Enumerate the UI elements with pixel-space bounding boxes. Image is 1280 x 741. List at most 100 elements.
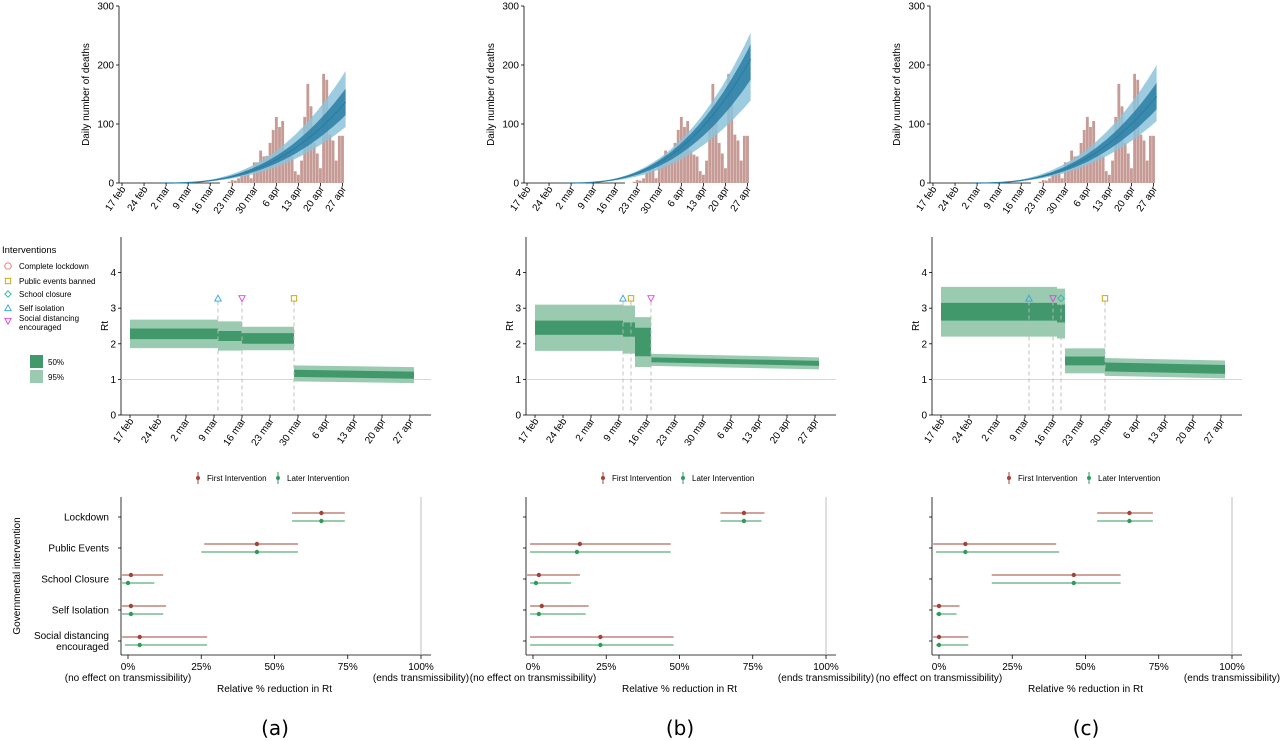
effects-y-axis-label: Governmental intervention [12,517,23,634]
deaths-x-tick-label: 20 apr [1113,184,1139,214]
rt-intervention-square-marker [1101,295,1109,302]
death-bar [654,178,658,183]
deaths-x-tick-label: 17 feb [508,184,533,213]
death-bar [287,154,291,183]
later-intervention-point [536,611,542,617]
death-bar [673,142,677,183]
death-bar [312,142,316,183]
rt-50-band [1057,304,1065,323]
death-bar [315,153,319,183]
death-bar [300,160,303,183]
deaths-x-tick-label: 13 apr [280,184,306,214]
rt-x-tick-label: 30 mar [278,416,305,448]
death-bar [736,140,740,183]
effects-x-tick-label: 75% [1149,662,1169,673]
death-bar [1101,156,1105,183]
effects-legend-label: First Intervention [612,474,672,483]
effects-x-tick-label: 25% [1002,662,1022,673]
rt-x-tick-label: 13 apr [1146,416,1172,446]
rt-y-tick-label: 0 [921,411,927,422]
rt-50-band [535,320,623,335]
effects-x-note-right: (ends transmissibility) [1184,673,1280,684]
rt-intervention-triangle-down-marker [647,295,655,303]
deaths-fit-50-band [162,88,346,183]
later-intervention-point [137,642,142,648]
legend-triangle-up-symbol [4,303,12,312]
deaths-x-tick-label: 30 mar [1045,184,1072,216]
rt-y-tick-label: 4 [110,268,116,279]
deaths-x-tick-label: 2 mar [149,184,173,212]
effects-x-note-right: (ends transmissibility) [778,673,874,684]
rt-50-band [242,333,294,344]
deaths-x-tick-label: 27 apr [1135,184,1161,214]
deaths-x-tick-label: 30 mar [639,184,666,216]
later-intervention-point [128,611,134,617]
rt-intervention-triangle-up-marker [1025,294,1033,302]
effects-x-note-right: (ends transmissibility) [373,673,469,684]
rt-x-tick-label: 9 mar [1008,416,1032,444]
rt-x-tick-label: 9 mar [602,416,626,444]
effects-x-note-left: (no effect on transmissibility) [876,673,1003,684]
death-bar [720,153,724,183]
deaths-y-tick-label: 300 [908,2,925,13]
death-bar [230,180,234,183]
deaths-fit-95-band [973,65,1157,183]
death-bar [667,156,671,183]
deaths-x-tick-label: 20 apr [302,184,328,214]
effects-chart: 0% 25% 50% 75% 100% (no effect on transmissib… [876,497,1280,695]
deaths-chart: 0 100 200 300 Daily number of deaths 17 feb24… [486,2,754,217]
rt-x-tick-label: 20 apr [1174,416,1200,446]
deaths-y-tick-label: 300 [502,2,519,13]
death-bar [337,135,341,183]
deaths-y-tick-label: 200 [908,61,925,72]
interventions-legend-label: Public events banned [19,277,96,286]
rt-y-tick-label: 1 [110,375,116,386]
death-bar [705,160,708,183]
effects-category-label: encouraged [56,642,109,653]
death-bar [689,150,693,183]
first-intervention-point [539,603,544,609]
first-intervention-point [137,634,142,640]
rt-x-tick-label: 20 apr [768,416,794,446]
rt-x-tick-label: 23 mar [1061,416,1088,448]
death-bar [698,171,702,183]
interventions-legend-label: encouraged [19,323,61,332]
rt-50-band [1065,356,1105,366]
death-bar [695,156,699,183]
death-bar [249,178,253,183]
deaths-x-tick-label: 24 feb [126,184,151,213]
effects-category-label: Self Isolation [52,606,109,617]
death-bar [1148,135,1152,183]
rt-x-tick-label: 24 feb [544,416,569,445]
death-bar [733,134,737,183]
death-bar [1095,150,1099,183]
effects-x-tick-label: 100% [813,662,839,673]
effects-x-tick-label: 0% [932,662,947,673]
rt-intervention-square-marker [627,295,635,302]
death-bar [1107,174,1111,183]
death-bar [1098,154,1102,183]
deaths-fit-95-band [162,70,346,183]
death-bar [727,73,731,183]
death-bar [1126,153,1130,183]
deaths-x-tick-label: 2 mar [960,184,984,212]
deaths-y-tick-label: 0 [108,179,114,190]
effects-x-tick-label: 50% [1075,662,1095,673]
interventions-legend-label: School closure [19,290,72,299]
rt-y-axis-label: Rt [911,321,922,331]
legend-triangle-down-symbol [4,317,12,326]
interventions-legend-title: Interventions [2,245,57,256]
death-bar [701,174,705,183]
effects-legend: First Intervention Later Intervention [196,472,349,484]
first-intervention-point [1071,572,1076,578]
effects-x-tick-label: 75% [338,662,358,673]
effects-category-label: Social distancing [34,631,109,642]
later-intervention-point [1071,580,1076,586]
deaths-x-tick-label: 27 apr [729,184,755,214]
rt-intervention-triangle-up-marker [619,294,627,302]
rt-x-tick-label: 13 apr [740,416,766,446]
